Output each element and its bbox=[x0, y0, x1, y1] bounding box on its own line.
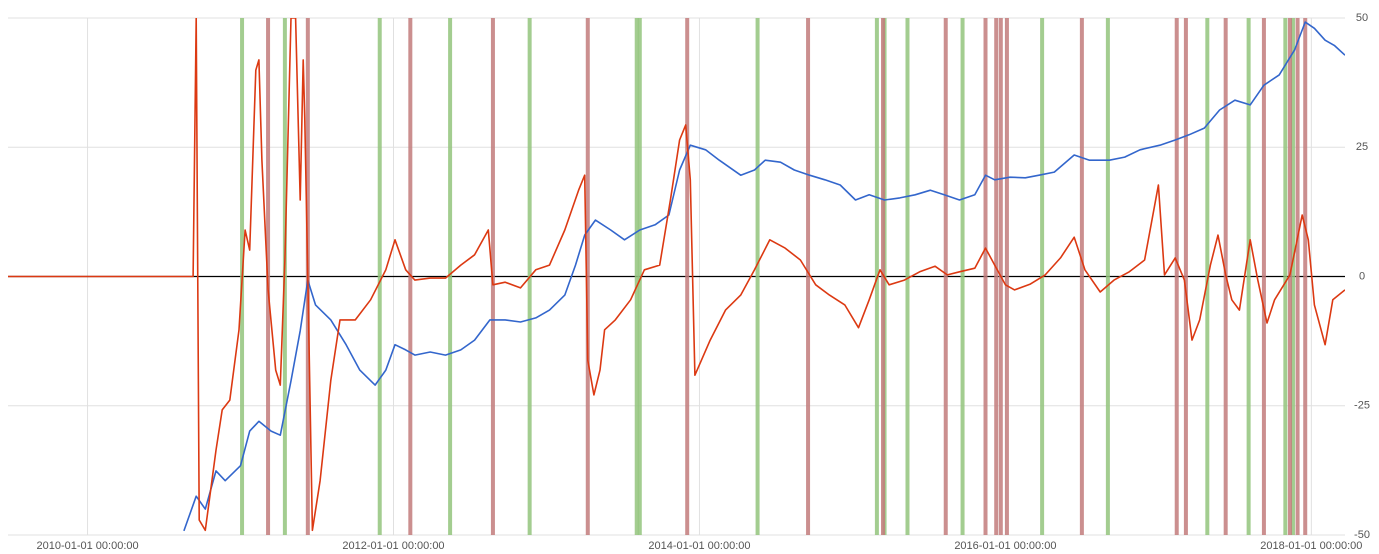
marker-band bbox=[960, 18, 965, 535]
marker-band bbox=[408, 18, 413, 535]
marker-band bbox=[1174, 18, 1179, 535]
marker-band bbox=[1290, 18, 1295, 535]
marker-band bbox=[1283, 18, 1288, 535]
marker-band bbox=[634, 18, 639, 535]
marker-band bbox=[585, 18, 590, 535]
x-tick-label: 2012-01-01 00:00:00 bbox=[342, 540, 444, 552]
marker-band bbox=[983, 18, 988, 535]
marker-band bbox=[448, 18, 453, 535]
marker-band bbox=[1246, 18, 1251, 535]
marker-band bbox=[1303, 18, 1308, 535]
series-line bbox=[183, 21, 1345, 532]
x-tick-label: 2016-01-01 00:00:00 bbox=[954, 540, 1056, 552]
marker-band bbox=[994, 18, 999, 535]
plot-area bbox=[8, 18, 1345, 535]
marker-band bbox=[1004, 18, 1009, 535]
marker-band bbox=[1105, 18, 1110, 535]
marker-band bbox=[943, 18, 948, 535]
marker-band bbox=[1295, 18, 1300, 535]
x-tick-label: 2014-01-01 00:00:00 bbox=[648, 540, 750, 552]
marker-band bbox=[881, 18, 886, 535]
marker-band bbox=[1287, 18, 1292, 535]
marker-band bbox=[1079, 18, 1084, 535]
series-line bbox=[8, 18, 1345, 532]
marker-band bbox=[685, 18, 690, 535]
y-tick-label: 50 bbox=[1356, 12, 1368, 24]
marker-band bbox=[377, 18, 382, 535]
x-tick-label: 2018-01-01 00:00:00 bbox=[1260, 540, 1362, 552]
y-tick-label: 0 bbox=[1359, 270, 1365, 282]
marker-band bbox=[1183, 18, 1188, 535]
marker-band bbox=[1261, 18, 1266, 535]
x-tick-label: 2010-01-01 00:00:00 bbox=[36, 540, 138, 552]
marker-band bbox=[905, 18, 910, 535]
marker-band bbox=[806, 18, 811, 535]
marker-band bbox=[755, 18, 760, 535]
marker-band bbox=[637, 18, 642, 535]
y-tick-label: -25 bbox=[1354, 400, 1370, 412]
y-tick-label: -50 bbox=[1354, 529, 1370, 541]
y-tick-label: 25 bbox=[1356, 141, 1368, 153]
marker-band bbox=[1205, 18, 1210, 535]
